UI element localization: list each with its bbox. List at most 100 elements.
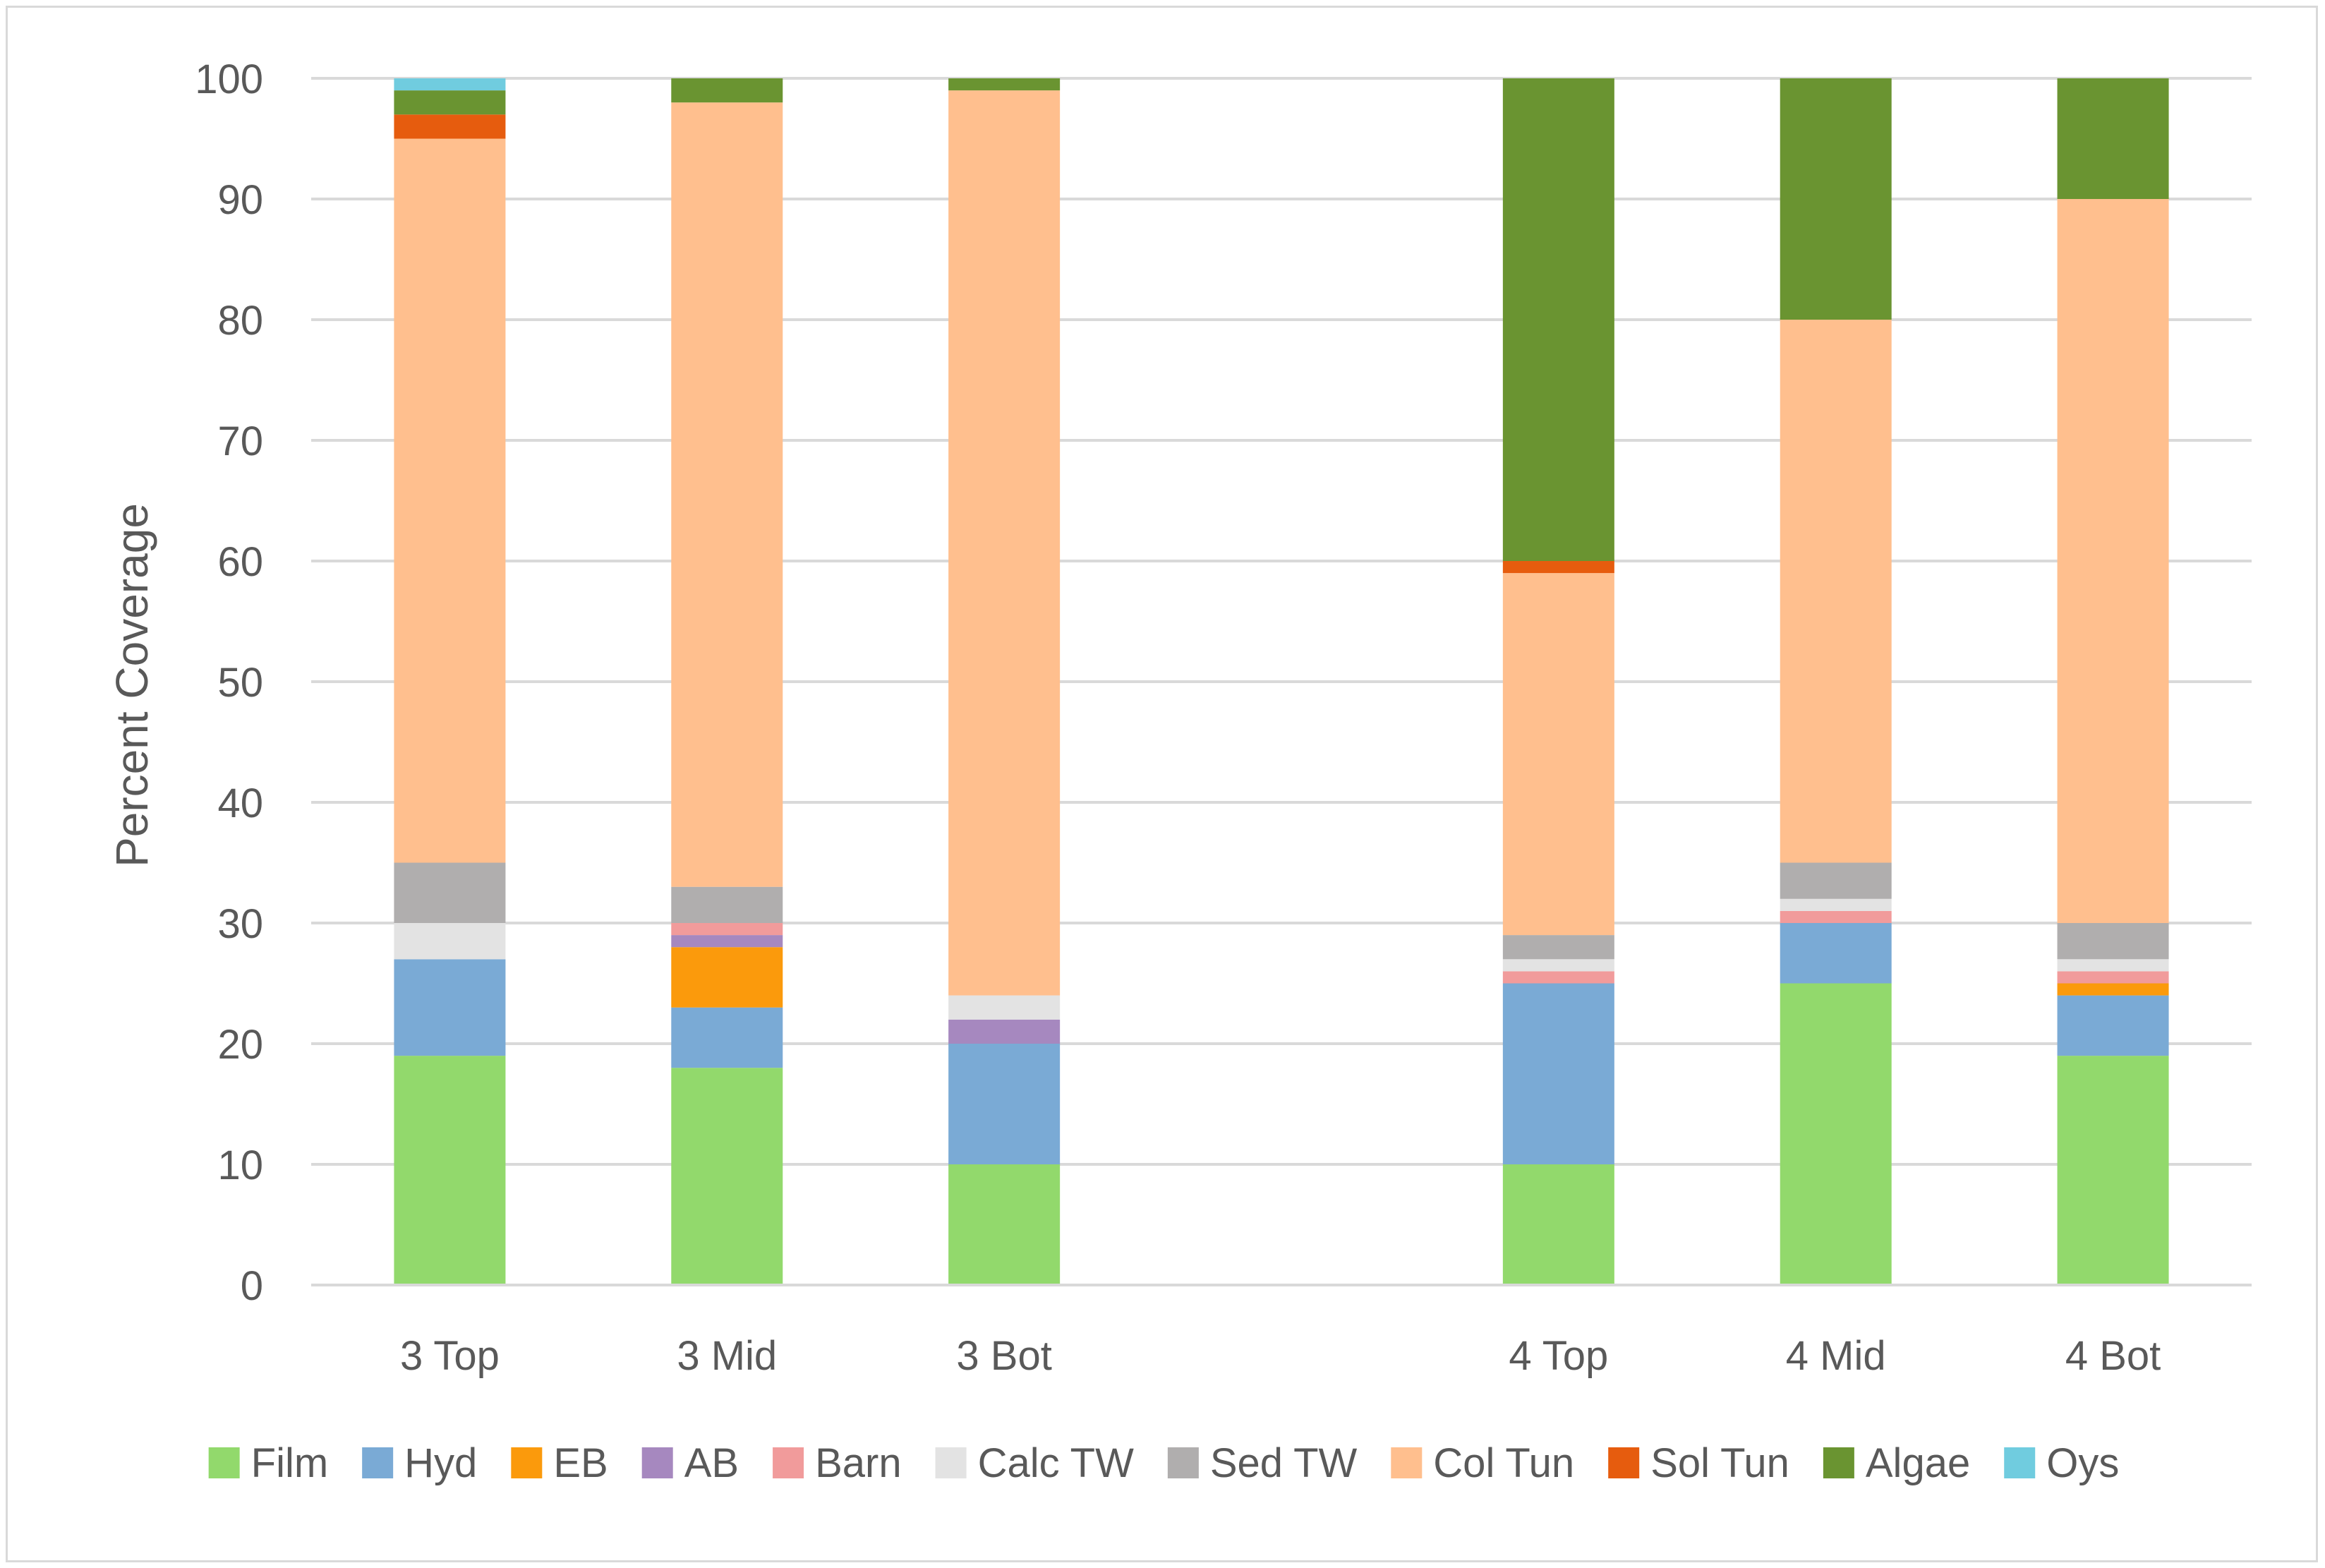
bar-segment-film	[394, 1056, 506, 1285]
x-tick-labels: 3 Top 3 Mid 3 Bot 4 Top 4 Mid 4 Bot	[400, 1333, 2161, 1379]
y-tick-label: 90	[217, 177, 263, 223]
legend-label: Hyd	[404, 1440, 477, 1486]
legend-item-film: Film	[208, 1440, 329, 1486]
legend-swatch	[641, 1447, 673, 1478]
bar-segment-barn	[2057, 971, 2169, 984]
y-tick-label: 0	[241, 1263, 263, 1309]
bar-segment-oys	[394, 78, 506, 91]
bar-segment-sed-tw	[2057, 923, 2169, 960]
legend-item-col-tun: Col Tun	[1391, 1440, 1574, 1486]
legend-label: Calc TW	[978, 1440, 1135, 1486]
bar-segment-hyd	[1502, 983, 1614, 1164]
bar-segment-film	[671, 1068, 783, 1285]
bar-segment-sed-tw	[1780, 862, 1892, 899]
legend-swatch	[1391, 1447, 1423, 1478]
legend-swatch	[1608, 1447, 1640, 1478]
y-tick-label: 60	[217, 539, 263, 585]
bar-segment-calc-tw	[394, 923, 506, 960]
y-tick-label: 40	[217, 780, 263, 826]
legend-label: AB	[684, 1440, 739, 1486]
bar-segment-eb	[2057, 983, 2169, 996]
y-tick-labels: 0 10 20 30 40 50 60 70 80 90 100	[195, 56, 263, 1309]
bar-segment-calc-tw	[948, 995, 1061, 1020]
bar-segment-col-tun	[948, 90, 1061, 996]
bar-segment-ab	[671, 935, 783, 948]
legend-label: Algae	[1866, 1440, 1970, 1486]
bar-segment-algae	[671, 78, 783, 103]
y-tick-label: 10	[217, 1142, 263, 1188]
legend-swatch	[1167, 1447, 1199, 1478]
bar-segment-film	[1502, 1164, 1614, 1285]
legend-label: Sol Tun	[1650, 1440, 1789, 1486]
y-tick-label: 70	[217, 418, 263, 464]
stacked-bar-chart: 0 10 20 30 40 50 60 70 80 90 100 3 Top 3 Mid 3 Bot 4 …	[107, 56, 2252, 1486]
bar-segment-col-tun	[671, 102, 783, 887]
legend: Film Hyd EB AB Barn Calc TW Sed TW Col Tun Sol T…	[208, 1440, 2119, 1486]
legend-swatch	[1823, 1447, 1854, 1478]
chart-frame: 0 10 20 30 40 50 60 70 80 90 100 3 Top 3 Mid 3 Bot 4 …	[6, 6, 2318, 1562]
x-tick-label: 3 Top	[400, 1333, 500, 1379]
bar-segment-algae	[2057, 78, 2169, 199]
x-tick-label: 4 Mid	[1786, 1333, 1886, 1379]
legend-item-ab: AB	[641, 1440, 739, 1486]
legend-item-sol-tun: Sol Tun	[1608, 1440, 1789, 1486]
bar-segment-barn	[671, 923, 783, 936]
legend-swatch	[935, 1447, 967, 1478]
legend-swatch	[362, 1447, 394, 1478]
bar-segment-hyd	[671, 1007, 783, 1068]
legend-item-hyd: Hyd	[362, 1440, 477, 1486]
bar-segment-algae	[1780, 78, 1892, 320]
legend-label: Sed TW	[1210, 1440, 1358, 1486]
bar-segment-col-tun	[1780, 320, 1892, 863]
bar-segment-eb	[671, 947, 783, 1008]
gridlines	[311, 77, 2252, 1166]
legend-label: Barn	[815, 1440, 902, 1486]
y-tick-label: 20	[217, 1022, 263, 1068]
bar-segment-algae	[394, 90, 506, 115]
bar-segment-col-tun	[1502, 573, 1614, 936]
legend-swatch	[511, 1447, 543, 1478]
bar-segment-barn	[1502, 971, 1614, 984]
x-tick-label: 4 Top	[1509, 1333, 1608, 1379]
legend-item-sed-tw: Sed TW	[1167, 1440, 1358, 1486]
x-tick-label: 4 Bot	[2065, 1333, 2161, 1379]
x-tick-label: 3 Bot	[956, 1333, 1051, 1379]
y-axis-title: Percent Coverage	[107, 503, 157, 867]
bar-segment-film	[2057, 1056, 2169, 1285]
bar-segment-sed-tw	[1502, 935, 1614, 960]
bar-segment-algae	[1502, 78, 1614, 561]
bar-segment-algae	[948, 78, 1061, 91]
x-tick-label: 3 Mid	[677, 1333, 777, 1379]
bar-segment-calc-tw	[1502, 959, 1614, 972]
y-tick-label: 50	[217, 660, 263, 706]
bar-segment-calc-tw	[1780, 898, 1892, 911]
bar-segment-hyd	[2057, 995, 2169, 1056]
bar-segment-col-tun	[394, 138, 506, 863]
legend-item-algae: Algae	[1823, 1440, 1970, 1486]
bar-series	[394, 78, 2169, 1285]
bar-segment-sol-tun	[394, 114, 506, 139]
bar-segment-hyd	[394, 959, 506, 1056]
legend-swatch	[208, 1447, 240, 1478]
bar-segment-film	[948, 1164, 1061, 1285]
bar-segment-film	[1780, 983, 1892, 1285]
bar-segment-barn	[1780, 910, 1892, 923]
bar-segment-sed-tw	[394, 862, 506, 923]
bar-segment-ab	[948, 1019, 1061, 1044]
legend-label: Film	[251, 1440, 329, 1486]
bar-segment-calc-tw	[2057, 959, 2169, 972]
y-tick-label: 80	[217, 298, 263, 344]
legend-label: Col Tun	[1433, 1440, 1574, 1486]
bar-segment-sol-tun	[1502, 561, 1614, 574]
legend-item-calc-tw: Calc TW	[935, 1440, 1135, 1486]
legend-item-barn: Barn	[773, 1440, 902, 1486]
legend-item-oys: Oys	[2004, 1440, 2119, 1486]
legend-label: Oys	[2046, 1440, 2119, 1486]
legend-label: EB	[553, 1440, 608, 1486]
bar-segment-hyd	[1780, 923, 1892, 984]
legend-item-eb: EB	[511, 1440, 608, 1486]
bar-segment-sed-tw	[671, 886, 783, 923]
legend-swatch	[773, 1447, 804, 1478]
y-tick-label: 30	[217, 901, 263, 947]
legend-swatch	[2004, 1447, 2036, 1478]
